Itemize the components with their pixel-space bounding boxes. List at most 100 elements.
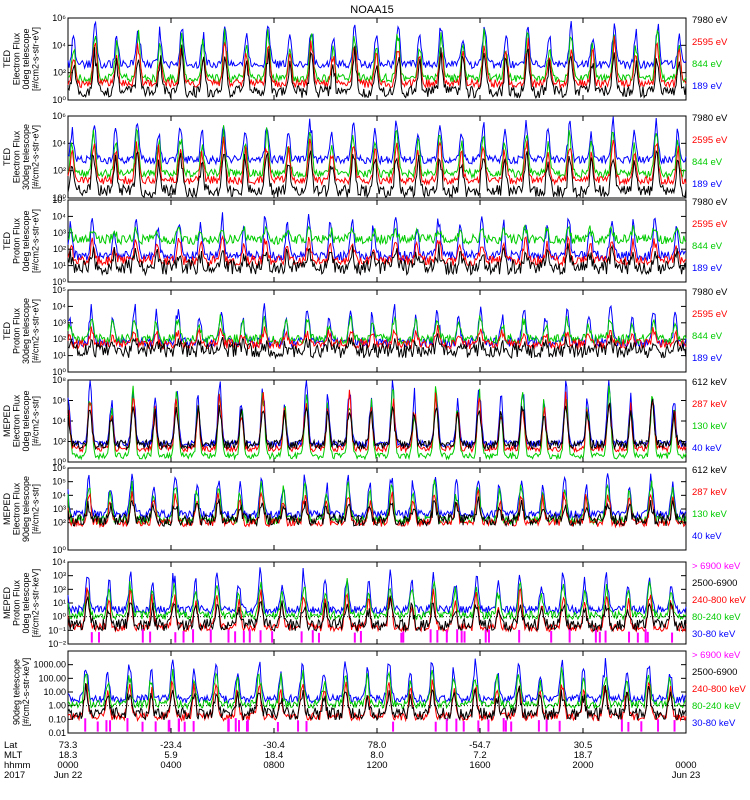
- legend-entry: 130 keV: [692, 421, 728, 432]
- y-tick-label: 10⁴: [52, 138, 66, 148]
- y-axis-label-line: Electron Flux: [11, 32, 21, 85]
- y-axis-label-line: TED: [2, 49, 12, 68]
- y-tick-label: 10.00: [43, 687, 66, 697]
- y-tick-label: 10⁶: [52, 13, 66, 23]
- y-axis-label-line: [#/cm2-s-str-eV]: [30, 125, 40, 189]
- panel-5: 10⁰ 10² 10⁴ 10⁶ 10⁸ MEPEDElectron Flux0deg te…: [2, 375, 728, 467]
- y-axis-label-line: 0deg telescope: [21, 210, 31, 271]
- series-line-green: [68, 224, 687, 246]
- y-tick-label: 10⁴: [52, 490, 66, 500]
- y-tick-label: 10³: [53, 318, 66, 328]
- series-line-blue: [67, 212, 687, 263]
- y-tick-label: 10⁰: [52, 95, 66, 105]
- y-axis-label-line: [#/cm2-s-str]: [30, 484, 40, 534]
- series-line-black: [67, 398, 687, 451]
- y-axis-label-line: Electron Flux: [11, 482, 21, 535]
- y-tick-label: 10⁵: [52, 195, 66, 205]
- series-line-black: [67, 44, 687, 99]
- y-tick-label: 10⁴: [52, 40, 66, 50]
- y-tick-label: 10⁰: [52, 367, 66, 377]
- y-axis-label: MEPEDProton Flux0deg telescope[#/cm2-s-s…: [2, 569, 40, 638]
- legend-entry: 7980 eV: [692, 15, 728, 26]
- series-line-black: [67, 333, 687, 360]
- legend-entry: 130 keV: [692, 509, 728, 520]
- series-line-blue: [67, 116, 687, 166]
- legend-entry: > 6900 keV: [692, 561, 741, 572]
- y-axis-label-line: TED: [2, 231, 12, 250]
- y-axis-label-line: [#/cm2-s-str-keV]: [30, 569, 40, 638]
- series-line-black: [67, 243, 687, 277]
- x-tick-label: -23.4: [160, 740, 182, 751]
- y-tick-label: 0.10: [48, 714, 66, 724]
- y-axis-label-line: 0deg telescope: [21, 572, 31, 633]
- series-line-green: [67, 385, 687, 461]
- legend-entry: 2595 eV: [692, 309, 728, 320]
- y-tick-label: 10⁶: [52, 396, 66, 406]
- y-tick-label: 1.00: [48, 701, 66, 711]
- y-axis-label: TEDElectron Flux30deg telescope[#/cm2-s-…: [2, 124, 40, 190]
- panel-4: 10⁰ 10¹ 10² 10³ 10⁴ 10⁵ TEDProton Flux30deg te…: [2, 285, 728, 377]
- y-axis-label: TEDProton Flux30deg telescope[#/cm2-s-st…: [2, 298, 40, 364]
- x-tick-label: 0400: [160, 760, 181, 771]
- y-tick-label: 10³: [53, 228, 66, 238]
- y-tick-label: 10⁶: [52, 463, 66, 473]
- legend-entry: 844 eV: [692, 157, 723, 168]
- panel-2: 10⁰ 10² 10⁴ 10⁶ TEDElectron Flux30deg telesc…: [2, 111, 728, 203]
- legend-entry: 2595 eV: [692, 219, 728, 230]
- x-axis-row-label: MLT: [4, 750, 22, 761]
- y-tick-label: 10¹: [53, 351, 66, 361]
- series-line-red: [67, 136, 687, 186]
- y-axis-label-line: [#/cm2-s-str-eV]: [30, 27, 40, 91]
- series-line-red: [67, 324, 687, 351]
- series-line-black: [67, 496, 687, 528]
- y-axis-label-line: 0deg telescope: [21, 390, 31, 451]
- figure-title: NOAA15: [350, 4, 393, 16]
- series-line-black: [67, 595, 687, 633]
- x-tick-label: 1600: [469, 760, 490, 771]
- legend-entry: 189 eV: [692, 353, 723, 364]
- y-tick-label: 10⁰: [52, 193, 66, 203]
- y-axis-label: MEPEDElectron Flux0deg telescope[#/cm2-s…: [2, 390, 40, 451]
- legend-entry: 2500-6900: [692, 578, 737, 589]
- y-tick-label: 10²: [53, 68, 66, 78]
- series-line-blue: [67, 567, 687, 616]
- x-tick-label: 18.7: [574, 750, 593, 761]
- y-axis-label-line: Electron Flux: [11, 394, 21, 447]
- x-tick-label: 73.3: [59, 740, 78, 751]
- y-tick-label: 10⁴: [52, 211, 66, 221]
- x-tick-label: 8.0: [370, 750, 383, 761]
- series-line-green: [67, 314, 687, 346]
- legend-entry: 30-80 keV: [692, 629, 736, 640]
- y-axis-label-line: TED: [2, 147, 12, 166]
- y-tick-label: 10⁸: [52, 375, 66, 385]
- y-tick-label: 10²: [53, 437, 66, 447]
- series-line-red: [67, 234, 687, 267]
- panel-7: 10⁻² 10⁻¹ 10⁰ 10¹ 10² 10³ 10⁴ MEPEDProton Flux0…: [2, 557, 747, 649]
- y-tick-label: 10²: [53, 584, 66, 594]
- panel-3: 10⁰ 10¹ 10² 10³ 10⁴ 10⁵ TEDProton Flux0deg tel…: [2, 195, 728, 287]
- y-tick-label: 0.01: [48, 728, 66, 738]
- y-tick-label: 10⁰: [52, 457, 66, 467]
- y-tick-label: 10⁰: [52, 612, 66, 622]
- x-tick-label: 0000: [675, 760, 696, 771]
- series-line-black: [67, 683, 687, 722]
- y-axis-label-line: MEPED: [2, 493, 12, 526]
- legend-entry: 844 eV: [692, 331, 723, 342]
- y-tick-label: 10⁻¹: [48, 625, 66, 635]
- y-axis-label-line: [#/cm2-s-str-eV]: [30, 209, 40, 273]
- legend-entry: 80-240 keV: [692, 612, 741, 623]
- y-tick-label: 10²: [53, 518, 66, 528]
- legend-entry: 612 keV: [692, 377, 728, 388]
- legend-entry: 7980 eV: [692, 287, 728, 298]
- legend-entry: 287 keV: [692, 399, 728, 410]
- legend-entry: 2500-6900: [692, 667, 737, 678]
- legend-entry: 2595 eV: [692, 37, 728, 48]
- series-line-blue: [67, 20, 687, 70]
- x-tick-label: 5.9: [164, 750, 177, 761]
- legend-entry: 2595 eV: [692, 135, 728, 146]
- x-tick-label: 7.2: [473, 750, 486, 761]
